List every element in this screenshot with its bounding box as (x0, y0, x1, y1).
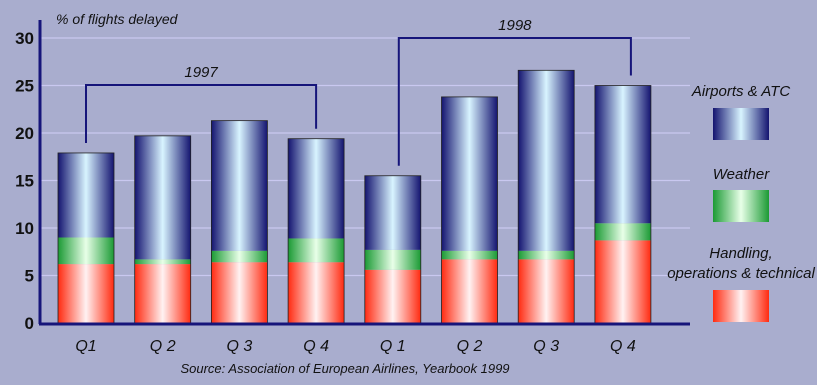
legend-swatch (713, 290, 769, 322)
bar-segment (518, 70, 575, 251)
bar-segment (364, 249, 421, 270)
y-tick-label: 5 (25, 267, 34, 286)
bar-segment (134, 135, 191, 260)
axes (38, 20, 690, 326)
labels: 0 5 10 15 20 25 30 % of flights delayed Q1 Q 2 Q 3… (15, 11, 636, 376)
bar-segment (58, 237, 114, 265)
bar-segment (134, 259, 191, 265)
y-tick-label: 0 (25, 314, 34, 333)
x-tick-label: Q 4 (303, 338, 329, 355)
bar-segment (594, 223, 651, 241)
group-bracket (85, 84, 318, 143)
bar-segment (288, 238, 345, 263)
bar-segment (58, 264, 114, 323)
bar-segment (134, 264, 191, 323)
bar-segment (594, 240, 651, 323)
y-tick-label: 20 (15, 124, 34, 143)
legend-label: Airports & ATC (691, 83, 791, 100)
x-tick-label: Q 3 (227, 338, 253, 355)
bars (57, 69, 652, 324)
y-tick-label: 25 (15, 77, 34, 96)
legend-label: Handling, (709, 245, 772, 262)
x-tick-label: Q 4 (610, 338, 636, 355)
bar-segment (58, 152, 114, 238)
y-tick-label: 15 (15, 172, 34, 191)
bar-segment (288, 262, 345, 323)
bar-segment (211, 262, 268, 323)
bar-segment (441, 259, 498, 323)
legend-swatch (713, 108, 769, 140)
y-tick-label: 30 (15, 29, 34, 48)
legend-label: operations & technical (667, 265, 815, 282)
legend-swatch (713, 190, 769, 222)
x-tick-label: Q 3 (533, 338, 559, 355)
bar-segment (518, 250, 575, 260)
group-label: 1998 (498, 17, 532, 34)
bar-segment (518, 259, 575, 323)
x-tick-label: Q 1 (380, 338, 406, 355)
x-tick-label: Q 2 (150, 338, 176, 355)
bar-segment (211, 250, 268, 263)
x-tick-label: Q1 (75, 338, 96, 355)
x-tick-label: Q 2 (457, 338, 483, 355)
bar-segment (288, 138, 345, 239)
bar-segment (441, 96, 498, 251)
legend: Airports & ATC Weather Handling, operations… (667, 83, 815, 322)
bar-segment (364, 269, 421, 323)
bar-segment (441, 250, 498, 260)
y-tick-label: 10 (15, 219, 34, 238)
group-label: 1997 (184, 64, 218, 81)
bar-segment (594, 85, 651, 224)
bar-segment (211, 120, 268, 251)
group-bracket (397, 37, 632, 166)
y-axis-title: % of flights delayed (56, 11, 179, 27)
source-note: Source: Association of European Airlines… (180, 361, 509, 376)
bar-segment (364, 175, 421, 250)
legend-label: Weather (713, 166, 770, 183)
